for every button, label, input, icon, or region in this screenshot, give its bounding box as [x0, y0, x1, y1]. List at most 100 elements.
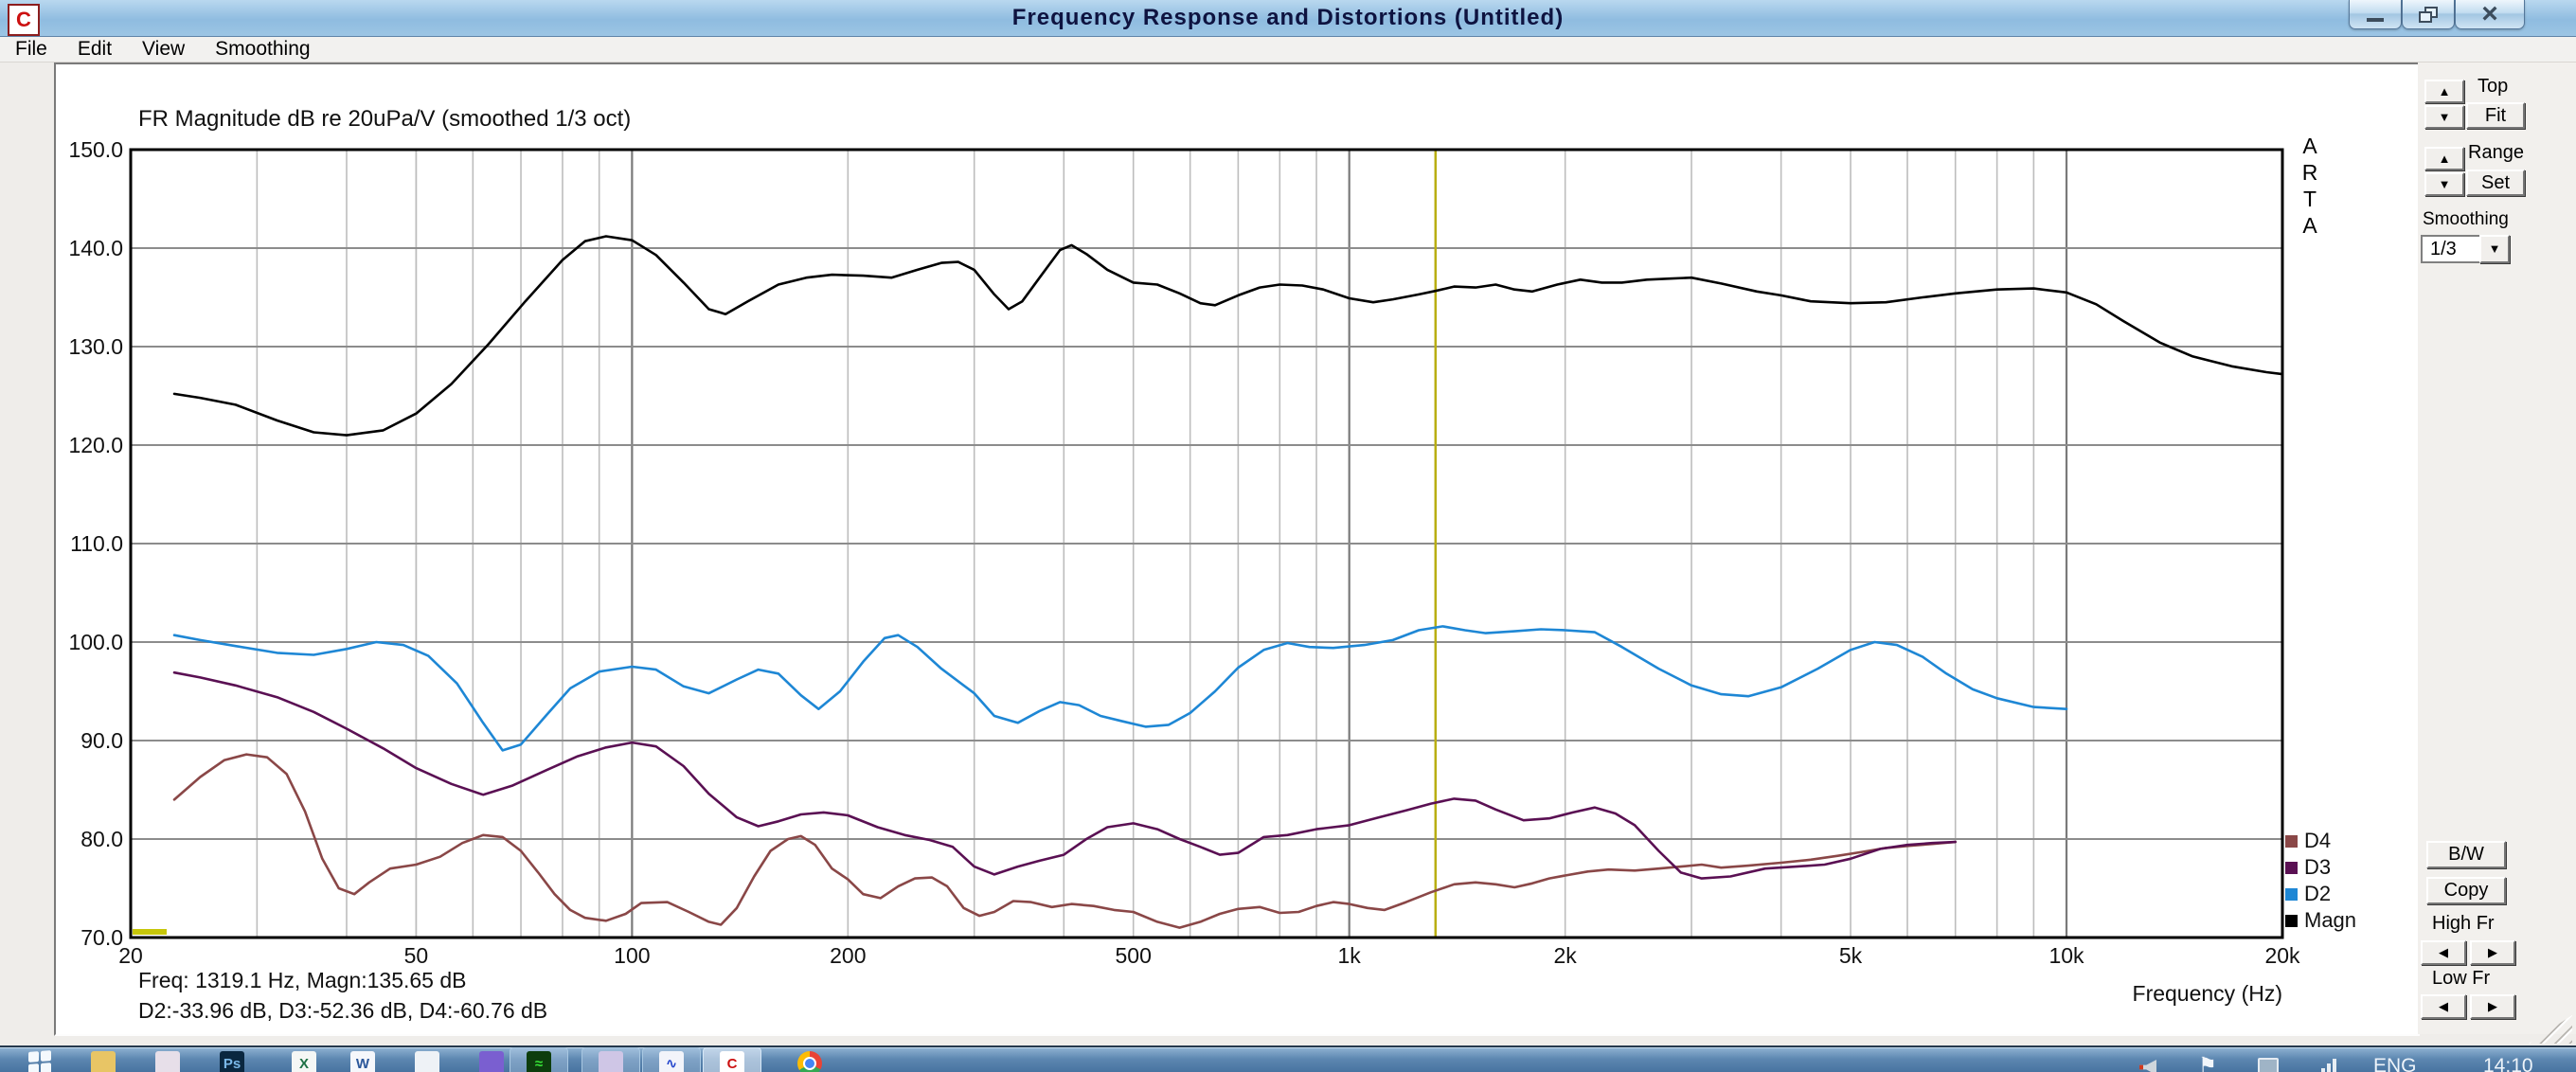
usb-tray-icon[interactable] — [2256, 1054, 2281, 1072]
range-up-button[interactable]: ▲ — [2424, 147, 2464, 170]
legend-swatch-magn — [2285, 914, 2298, 927]
usb-icon — [2258, 1058, 2279, 1072]
up-arrow-icon: ▲ — [2438, 83, 2451, 98]
set-button[interactable]: Set — [2466, 170, 2525, 196]
network-tray-icon[interactable] — [2317, 1054, 2341, 1072]
right-arrow-icon: ▶ — [2488, 999, 2497, 1013]
status-line-cursor: Freq: 1319.1 Hz, Magn:135.65 dB — [138, 968, 467, 992]
taskbar-icon-vegas[interactable] — [479, 1051, 504, 1072]
curve-d2 — [172, 625, 2068, 752]
low-fr-label: Low Fr — [2432, 968, 2491, 989]
top-label: Top — [2478, 76, 2509, 97]
titlebar: C Frequency Response and Distortions (Un… — [0, 0, 2576, 37]
x-tick-label: 2k — [1553, 943, 1577, 968]
taskbar-icon-excel[interactable]: X — [292, 1051, 316, 1072]
y-tick-label: 120.0 — [68, 433, 123, 457]
taskbar-icon-photoshop[interactable]: Ps — [220, 1051, 244, 1072]
legend-label: Magn — [2304, 908, 2357, 932]
cursor-marker — [133, 929, 167, 935]
x-axis-title: Frequency (Hz) — [2132, 981, 2282, 1006]
menu-item-edit[interactable]: Edit — [77, 38, 113, 60]
window-title: Frequency Response and Distortions (Unti… — [1011, 5, 1565, 30]
smoothing-label: Smoothing — [2423, 209, 2509, 229]
x-tick-label: 5k — [1838, 943, 1863, 968]
low-fr-left-button[interactable]: ◀ — [2421, 994, 2466, 1019]
taskbar-icon-media-app[interactable] — [155, 1051, 180, 1072]
x-tick-label: 200 — [830, 943, 867, 968]
y-tick-label: 90.0 — [80, 728, 123, 753]
network-bars-icon — [2321, 1059, 2336, 1072]
x-tick-label: 100 — [614, 943, 651, 968]
range-label: Range — [2468, 142, 2524, 163]
bw-button[interactable]: B/W — [2426, 841, 2506, 868]
taskbar-icon-documents-app[interactable] — [415, 1051, 439, 1072]
right-arrow-icon: ▶ — [2488, 945, 2497, 959]
taskbar-icon-scope-app[interactable]: ∿ — [659, 1051, 684, 1072]
watermark-letter: T — [2302, 187, 2317, 211]
side-panel — [2418, 63, 2576, 1034]
taskbar-icon-arta[interactable]: C — [720, 1051, 744, 1072]
restore-icon — [2419, 7, 2438, 23]
legend-item-magn: Magn — [2285, 907, 2356, 934]
flag-icon: ⚑ — [2198, 1053, 2217, 1072]
speaker-icon — [2139, 1060, 2156, 1072]
watermark-letter: R — [2301, 160, 2318, 185]
menu-item-file[interactable]: File — [15, 38, 47, 60]
top-up-button[interactable]: ▲ — [2424, 80, 2464, 103]
y-tick-label: 150.0 — [68, 137, 123, 162]
smoothing-dropdown-button[interactable]: ▼ — [2479, 235, 2510, 263]
menubar: File Edit View Smoothing — [0, 37, 2576, 63]
legend-label: D2 — [2304, 882, 2332, 905]
menu-item-smoothing[interactable]: Smoothing — [215, 38, 311, 60]
legend-item-d4: D4 — [2285, 828, 2331, 854]
low-fr-right-button[interactable]: ▶ — [2470, 994, 2515, 1019]
left-arrow-icon: ◀ — [2439, 999, 2448, 1013]
status-line-distortion: D2:-33.96 dB, D3:-52.36 dB, D4:-60.76 dB — [138, 998, 548, 1023]
top-down-button[interactable]: ▼ — [2424, 105, 2464, 129]
down-arrow-icon: ▼ — [2438, 109, 2451, 124]
taskbar-icon-spectrum-app[interactable]: ≈ — [527, 1051, 551, 1072]
high-fr-right-button[interactable]: ▶ — [2470, 940, 2515, 965]
legend-swatch-d2 — [2285, 887, 2298, 901]
legend-item-d2: D2 — [2285, 881, 2331, 907]
range-down-button[interactable]: ▼ — [2424, 172, 2464, 196]
y-tick-label: 140.0 — [68, 236, 123, 260]
y-tick-label: 80.0 — [80, 827, 123, 851]
language-indicator[interactable]: ENG — [2373, 1055, 2417, 1072]
taskbar-icon-mosaic-app[interactable] — [599, 1051, 623, 1072]
y-tick-label: 100.0 — [68, 630, 123, 654]
chrome-center-icon — [803, 1057, 816, 1070]
high-fr-left-button[interactable]: ◀ — [2421, 940, 2466, 965]
copy-button[interactable]: Copy — [2426, 877, 2506, 904]
taskbar-icon-explorer[interactable] — [91, 1051, 116, 1072]
start-button[interactable] — [28, 1050, 53, 1072]
y-tick-label: 110.0 — [70, 531, 123, 556]
legend-label: D4 — [2304, 829, 2332, 852]
plot-client — [54, 63, 2420, 1036]
plot-title: FR Magnitude dB re 20uPa/V (smoothed 1/3… — [138, 106, 632, 132]
close-button[interactable] — [2455, 0, 2525, 29]
up-arrow-icon: ▲ — [2438, 151, 2451, 166]
taskbar-icon-chrome[interactable] — [797, 1051, 822, 1072]
y-tick-label: 70.0 — [80, 925, 123, 950]
fit-button[interactable]: Fit — [2466, 102, 2525, 129]
restore-button[interactable] — [2402, 0, 2455, 29]
taskbar-icon-word[interactable]: W — [350, 1051, 375, 1072]
app-icon[interactable]: C — [8, 4, 40, 36]
flag-tray-icon[interactable]: ⚑ — [2195, 1054, 2220, 1072]
watermark-letter: A — [2302, 134, 2317, 158]
clock[interactable]: 14:10 — [2483, 1055, 2533, 1072]
smoothing-select[interactable]: 1/3 — [2421, 235, 2479, 263]
x-tick-label: 500 — [1115, 943, 1152, 968]
watermark-letter: A — [2302, 213, 2317, 238]
x-tick-label: 20 — [118, 943, 143, 968]
left-arrow-icon: ◀ — [2439, 945, 2448, 959]
minimize-icon — [2367, 18, 2384, 22]
volume-tray-icon[interactable] — [2136, 1054, 2160, 1072]
x-tick-label: 50 — [403, 943, 429, 968]
menu-item-view[interactable]: View — [142, 38, 186, 60]
minimize-button[interactable] — [2349, 0, 2402, 29]
